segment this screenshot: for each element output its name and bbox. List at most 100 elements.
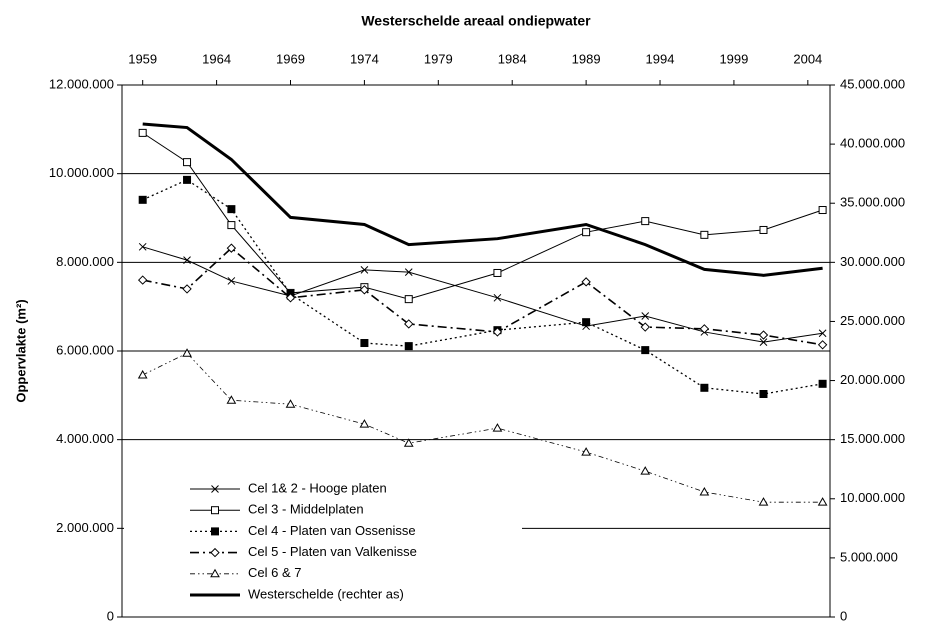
y2-tick-label: 30.000.000 [840, 254, 905, 269]
marker [817, 340, 828, 350]
marker [210, 568, 220, 578]
x-tick-label: 2004 [793, 51, 822, 66]
marker [641, 217, 650, 226]
marker [183, 175, 192, 184]
marker [137, 275, 148, 285]
marker [699, 486, 710, 496]
marker [818, 329, 827, 338]
series-line [142, 132, 823, 300]
marker [818, 379, 827, 388]
y2-tick-label: 20.000.000 [840, 372, 905, 387]
x-tick-label: 1969 [276, 51, 305, 66]
marker [700, 230, 709, 239]
x-tick-label: 1984 [498, 51, 527, 66]
marker [359, 285, 370, 295]
marker [211, 485, 219, 493]
marker [759, 225, 768, 234]
marker [817, 497, 828, 506]
series-line [142, 246, 823, 343]
marker [581, 447, 591, 456]
marker [137, 369, 148, 379]
marker [758, 497, 769, 506]
marker [493, 293, 502, 302]
y2-tick-label: 40.000.000 [840, 136, 905, 151]
marker [640, 466, 651, 475]
marker [699, 324, 710, 334]
marker [183, 158, 192, 167]
y2-tick-label: 25.000.000 [840, 313, 905, 328]
marker [700, 383, 709, 392]
marker [183, 256, 191, 264]
marker [404, 295, 413, 304]
marker [582, 228, 591, 237]
y-tick-label: 8.000.000 [56, 254, 114, 269]
marker [404, 319, 414, 329]
marker [182, 348, 192, 357]
y2-tick-label: 35.000.000 [840, 195, 905, 210]
legend-label: Westerschelde (rechter as) [248, 586, 404, 601]
marker [641, 312, 650, 320]
series-line [142, 122, 823, 277]
marker [404, 342, 413, 351]
marker [211, 527, 219, 536]
marker [227, 221, 236, 230]
marker [138, 195, 147, 204]
legend-label: Cel 3 - Middelplaten [248, 502, 364, 517]
legend-label: Cel 6 & 7 [248, 565, 301, 580]
y-tick-label: 6.000.000 [56, 342, 114, 357]
legend-label: Cel 1& 2 - Hooge platen [248, 480, 387, 495]
marker [758, 330, 769, 340]
marker [210, 547, 220, 558]
marker [226, 395, 237, 404]
legend-box [124, 478, 522, 606]
y-tick-label: 10.000.000 [49, 165, 114, 180]
marker [182, 284, 192, 294]
y-tick-label: 2.000.000 [56, 520, 114, 535]
marker [360, 266, 369, 274]
y2-tick-label: 0 [840, 608, 847, 622]
marker [226, 243, 237, 253]
marker [640, 322, 650, 332]
marker [211, 506, 219, 515]
series-line [142, 179, 823, 395]
marker [360, 339, 369, 348]
series-line [142, 352, 823, 503]
marker [227, 205, 236, 214]
x-tick-label: 1994 [646, 51, 675, 66]
x-tick-label: 1999 [719, 51, 748, 66]
legend-label: Cel 5 - Platen van Valkenisse [248, 544, 417, 559]
marker [492, 327, 503, 337]
legend-label: Cel 4 - Platen van Ossenisse [248, 523, 416, 538]
marker [582, 318, 591, 327]
marker [492, 423, 503, 432]
marker [759, 338, 768, 346]
marker [641, 346, 650, 355]
y2-tick-label: 15.000.000 [840, 431, 905, 446]
x-tick-label: 1989 [572, 51, 601, 66]
marker [759, 390, 768, 399]
marker [285, 293, 296, 303]
y2-tick-label: 5.000.000 [840, 549, 898, 564]
y-axis-label: Oppervlakte (m²) [13, 299, 28, 402]
marker [581, 277, 591, 287]
y2-tick-label: 10.000.000 [840, 490, 905, 505]
marker [493, 268, 502, 277]
x-tick-label: 1974 [350, 51, 379, 66]
marker [138, 128, 147, 137]
y2-tick-label: 45.000.000 [840, 76, 905, 91]
marker [359, 419, 370, 428]
marker [138, 242, 147, 251]
marker [404, 268, 413, 276]
marker [818, 206, 827, 215]
chart-title: Westerschelde areaal ondiepwater [361, 13, 591, 29]
marker [403, 438, 414, 447]
y-tick-label: 4.000.000 [56, 431, 114, 446]
x-tick-label: 1959 [128, 51, 157, 66]
marker [227, 277, 236, 285]
y-tick-label: 12.000.000 [49, 76, 114, 91]
series-line [142, 247, 823, 346]
x-tick-label: 1979 [424, 51, 453, 66]
marker [285, 399, 296, 408]
